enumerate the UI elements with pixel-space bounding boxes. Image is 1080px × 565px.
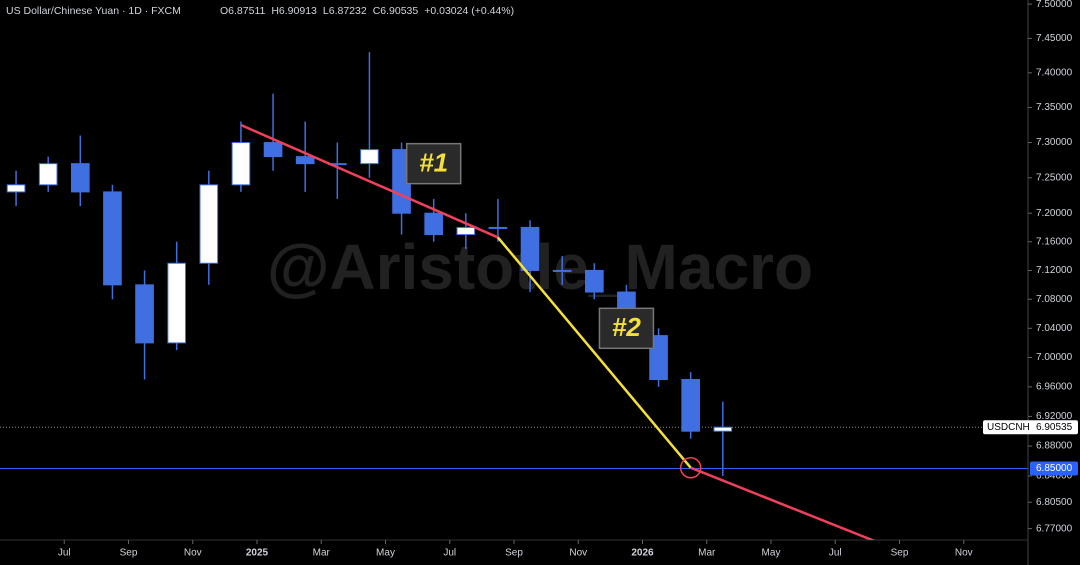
candle-body (6, 184, 26, 193)
last-price-box (983, 420, 1078, 435)
ohlc-value: O6.87511 (220, 5, 266, 17)
ohlc-value: C6.90535 (373, 5, 419, 17)
x-tick-label: May (376, 548, 395, 559)
x-tick-label: May (762, 548, 781, 559)
candle-body (135, 284, 154, 344)
x-tick-label: Jul (58, 548, 71, 559)
x-tick-label: Nov (569, 548, 587, 559)
y-tick-label: 6.77000 (1036, 523, 1073, 534)
last-price-label: 6.90535 (1036, 422, 1073, 433)
y-tick-label: 6.88000 (1036, 441, 1073, 452)
trendline (496, 236, 692, 469)
y-tick-label: 7.00000 (1036, 352, 1073, 363)
candle-body (456, 226, 476, 236)
candle-body (584, 269, 604, 293)
y-tick-label: 7.30000 (1036, 137, 1073, 148)
y-tick-label: 7.35000 (1036, 102, 1073, 113)
candle-body (263, 142, 283, 158)
annotation-text: #2 (612, 312, 641, 342)
candle-body (681, 379, 701, 432)
candle-body (488, 226, 508, 229)
x-tick-label: 2026 (631, 548, 654, 559)
x-tick-label: Sep (120, 548, 138, 559)
candle-body (167, 262, 187, 344)
level-label: 6.85000 (1036, 463, 1073, 474)
annotation-text: #1 (419, 148, 448, 178)
x-tick-label: Mar (698, 548, 716, 559)
y-tick-label: 7.16000 (1036, 236, 1073, 247)
level-box (1030, 461, 1078, 476)
y-tick-label: 6.80500 (1036, 497, 1073, 508)
x-tick-label: Jul (443, 548, 456, 559)
x-tick-label: Nov (955, 548, 973, 559)
x-tick-label: 2025 (246, 548, 269, 559)
y-tick-label: 7.50000 (1036, 0, 1073, 10)
chart-title: US Dollar/Chinese Yuan · 1D · FXCM (6, 5, 181, 17)
candle-body (295, 156, 315, 165)
y-tick-label: 7.04000 (1036, 323, 1073, 334)
y-tick-label: 7.25000 (1036, 172, 1073, 183)
annotation-box (598, 307, 655, 350)
y-tick-label: 6.96000 (1036, 381, 1073, 392)
candle-body (103, 191, 122, 286)
touch-marker (679, 456, 702, 479)
y-tick-label: 7.12000 (1036, 265, 1073, 276)
candle-body (520, 226, 540, 271)
ohlc-value: H6.90913 (271, 5, 317, 17)
trendline (690, 466, 876, 540)
y-tick-label: 6.84000 (1036, 471, 1073, 482)
candle-body (360, 149, 379, 165)
x-tick-label: Jul (829, 548, 842, 559)
x-tick-label: Mar (313, 548, 331, 559)
ohlc-value: L6.87232 (323, 5, 367, 17)
y-tick-label: 6.92000 (1036, 411, 1073, 422)
x-tick-label: Sep (505, 548, 523, 559)
candle-body (38, 163, 58, 186)
y-tick-label: 7.08000 (1036, 294, 1073, 305)
last-price-name: USDCNH (987, 422, 1030, 433)
ohlc-value: +0.03024 (+0.44%) (424, 5, 514, 17)
candle-body (199, 184, 219, 264)
watermark: @Aristotle_Macro (267, 231, 813, 303)
candle-body (70, 163, 90, 193)
candle-body (231, 142, 251, 186)
trendline (240, 123, 499, 239)
candle-body (424, 212, 444, 236)
annotation-box (405, 142, 462, 185)
x-tick-label: Nov (184, 548, 202, 559)
y-tick-label: 7.20000 (1036, 208, 1073, 219)
y-tick-label: 7.40000 (1036, 67, 1073, 78)
candle-body (552, 269, 572, 272)
y-tick-label: 7.45000 (1036, 33, 1073, 44)
x-tick-label: Sep (891, 548, 909, 559)
candle-body (713, 426, 733, 432)
